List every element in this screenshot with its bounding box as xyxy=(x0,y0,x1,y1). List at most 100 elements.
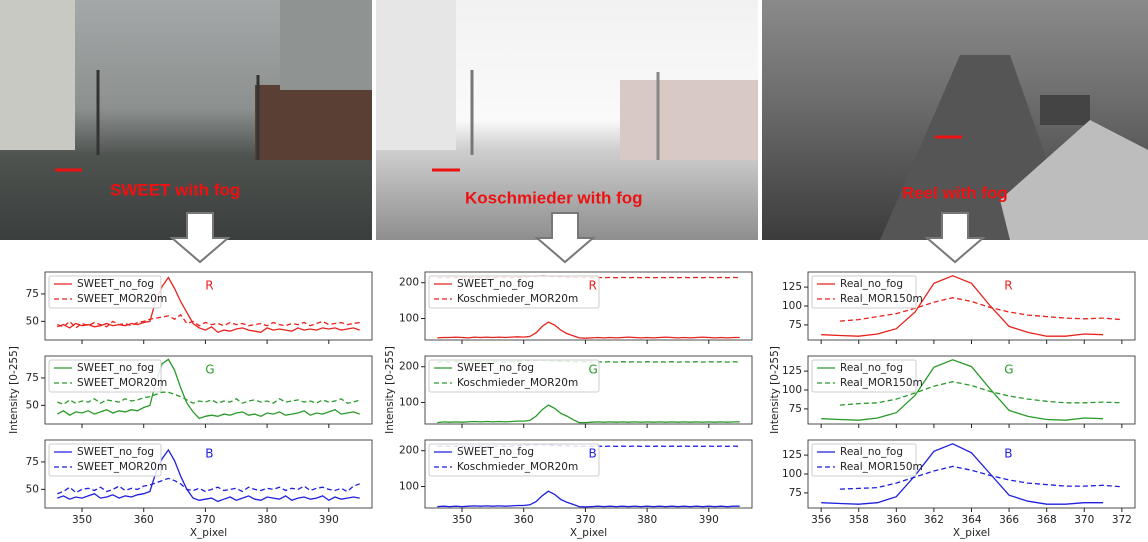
x-axis-label: X_pixel xyxy=(190,527,227,539)
x-tick-label: 390 xyxy=(319,514,339,526)
y-tick-label: 75 xyxy=(789,319,802,331)
x-tick-label: 370 xyxy=(195,514,215,526)
channel-label: G xyxy=(1004,363,1013,377)
x-tick-label: 350 xyxy=(72,514,92,526)
arrow xyxy=(534,212,596,264)
legend-label: Koschmieder_MOR20m xyxy=(457,377,578,389)
x-tick-label: 360 xyxy=(134,514,154,526)
y-tick-label: 200 xyxy=(399,445,419,457)
plot-frame xyxy=(424,439,753,509)
legend-label: Real_no_fog xyxy=(840,278,903,290)
channel-label: B xyxy=(589,447,597,461)
legend-label: Koschmieder_MOR20m xyxy=(457,461,578,473)
photo-sweet xyxy=(0,0,372,240)
legend-label: SWEET_MOR20m xyxy=(77,377,167,389)
series-line xyxy=(437,404,740,424)
plot-frame xyxy=(424,355,753,425)
legend-label: Real_MOR150m xyxy=(840,461,923,473)
x-axis-label: X_pixel xyxy=(570,527,607,539)
x-tick-label: 360 xyxy=(886,514,906,526)
legend-label: Koschmieder_MOR20m xyxy=(457,293,578,305)
legend xyxy=(48,359,162,393)
x-tick-label: 366 xyxy=(999,514,1019,526)
x-tick-label: 390 xyxy=(699,514,719,526)
caption: Koschmieder with fog xyxy=(465,188,643,207)
plot-frame xyxy=(44,355,373,425)
y-tick-label: 125 xyxy=(782,449,802,461)
y-axis-label: Intensity [0-255] xyxy=(769,346,781,434)
channel-label: R xyxy=(205,279,213,293)
arrow xyxy=(924,212,986,264)
legend xyxy=(811,443,917,477)
y-tick-label: 50 xyxy=(26,399,39,411)
plot-frame xyxy=(44,271,373,341)
y-tick-label: 50 xyxy=(26,483,39,495)
y-tick-label: 100 xyxy=(782,468,802,480)
series-line xyxy=(839,465,1122,490)
series-line xyxy=(821,275,1104,337)
legend xyxy=(428,275,600,309)
legend-label: SWEET_no_fog xyxy=(77,446,154,458)
plot-frame xyxy=(424,271,753,341)
legend-label: Real_no_fog xyxy=(840,446,903,458)
channel-label: B xyxy=(205,447,213,461)
y-tick-label: 75 xyxy=(789,403,802,415)
legend-label: SWEET_no_fog xyxy=(77,362,154,374)
y-tick-label: 100 xyxy=(782,384,802,396)
y-tick-label: 50 xyxy=(26,315,39,327)
series-line xyxy=(821,359,1104,421)
legend-label: Real_no_fog xyxy=(840,362,903,374)
y-tick-label: 75 xyxy=(26,372,39,384)
y-tick-label: 75 xyxy=(789,487,802,499)
x-tick-label: 380 xyxy=(637,514,657,526)
y-tick-label: 200 xyxy=(399,277,419,289)
caption: SWEET with fog xyxy=(110,180,240,199)
y-axis-label: Intensity [0-255] xyxy=(8,346,20,434)
legend xyxy=(811,275,917,309)
x-axis-label: X_pixel xyxy=(953,527,990,539)
y-tick-label: 125 xyxy=(782,365,802,377)
series-line xyxy=(57,391,360,406)
legend-label: SWEET_no_fog xyxy=(457,446,534,458)
y-tick-label: 75 xyxy=(26,288,39,300)
series-line xyxy=(821,443,1104,505)
channel-label: G xyxy=(589,363,598,377)
arrow xyxy=(169,212,231,264)
legend-label: Real_MOR150m xyxy=(840,293,923,305)
x-tick-label: 362 xyxy=(924,514,944,526)
channel-label: B xyxy=(1004,447,1012,461)
legend-label: Real_MOR150m xyxy=(840,377,923,389)
series-line xyxy=(57,477,360,495)
y-tick-label: 125 xyxy=(782,281,802,293)
legend-label: SWEET_MOR20m xyxy=(77,461,167,473)
legend-label: SWEET_MOR20m xyxy=(77,293,167,305)
series-line xyxy=(57,276,360,334)
y-axis-label: Intensity [0-255] xyxy=(384,346,396,434)
x-tick-label: 350 xyxy=(452,514,472,526)
y-tick-label: 75 xyxy=(26,456,39,468)
series-line xyxy=(839,297,1122,322)
y-tick-label: 100 xyxy=(399,313,419,325)
x-tick-label: 370 xyxy=(575,514,595,526)
legend-label: SWEET_no_fog xyxy=(77,278,154,290)
legend xyxy=(811,359,917,393)
channel-label: G xyxy=(205,363,214,377)
channel-label: R xyxy=(589,279,597,293)
legend xyxy=(428,359,600,393)
x-tick-label: 360 xyxy=(514,514,534,526)
legend xyxy=(48,443,162,477)
x-tick-label: 370 xyxy=(1074,514,1094,526)
caption: Reel with fog xyxy=(902,183,1008,202)
series-line xyxy=(839,381,1122,406)
y-tick-label: 100 xyxy=(399,481,419,493)
plot-frame xyxy=(44,439,373,509)
photo-real xyxy=(762,0,1148,240)
series-line xyxy=(437,321,740,339)
legend-label: SWEET_no_fog xyxy=(457,362,534,374)
x-tick-label: 364 xyxy=(961,514,981,526)
y-tick-label: 100 xyxy=(399,397,419,409)
y-tick-label: 200 xyxy=(399,361,419,373)
channel-label: R xyxy=(1004,279,1012,293)
legend xyxy=(48,275,162,309)
